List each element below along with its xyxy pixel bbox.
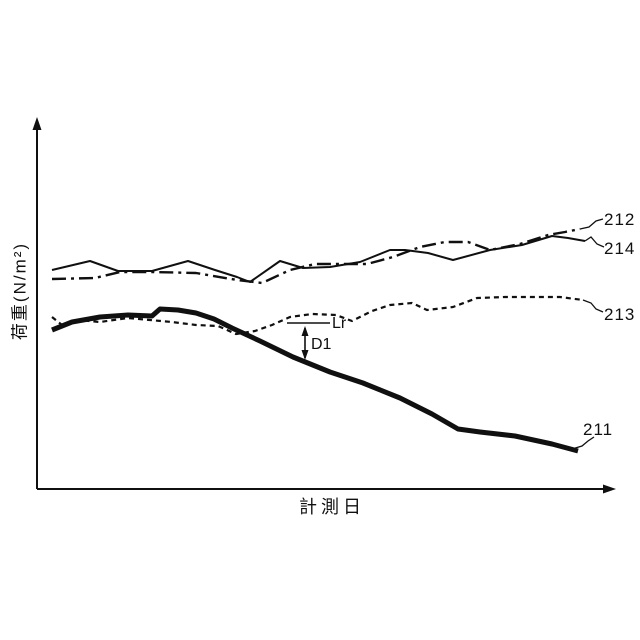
series-leader-211 [571, 436, 595, 450]
series-leader-212 [579, 218, 604, 230]
x-axis-arrowhead [603, 484, 616, 494]
series-leader-214 [584, 236, 605, 248]
series-label-211: 211 [583, 420, 614, 439]
d1-arrowhead-up [301, 326, 309, 336]
d1-annotation-label: D1 [311, 336, 332, 353]
series-label-214: 214 [604, 239, 636, 258]
series-label-213: 213 [604, 305, 636, 324]
series-line-213 [51, 295, 584, 336]
series-leader-213 [582, 299, 604, 313]
series-line-212 [51, 227, 581, 285]
series-label-212: 212 [604, 210, 636, 229]
x-axis-label: 計測日 [299, 497, 365, 517]
lr-annotation-label: Lr [332, 315, 347, 332]
series-line-214 [51, 235, 586, 283]
y-axis-label: 荷重(N/m²) [10, 241, 30, 341]
series-line-211 [51, 306, 579, 454]
d1-arrowhead-down [301, 350, 309, 360]
y-axis-arrowhead [32, 117, 42, 130]
